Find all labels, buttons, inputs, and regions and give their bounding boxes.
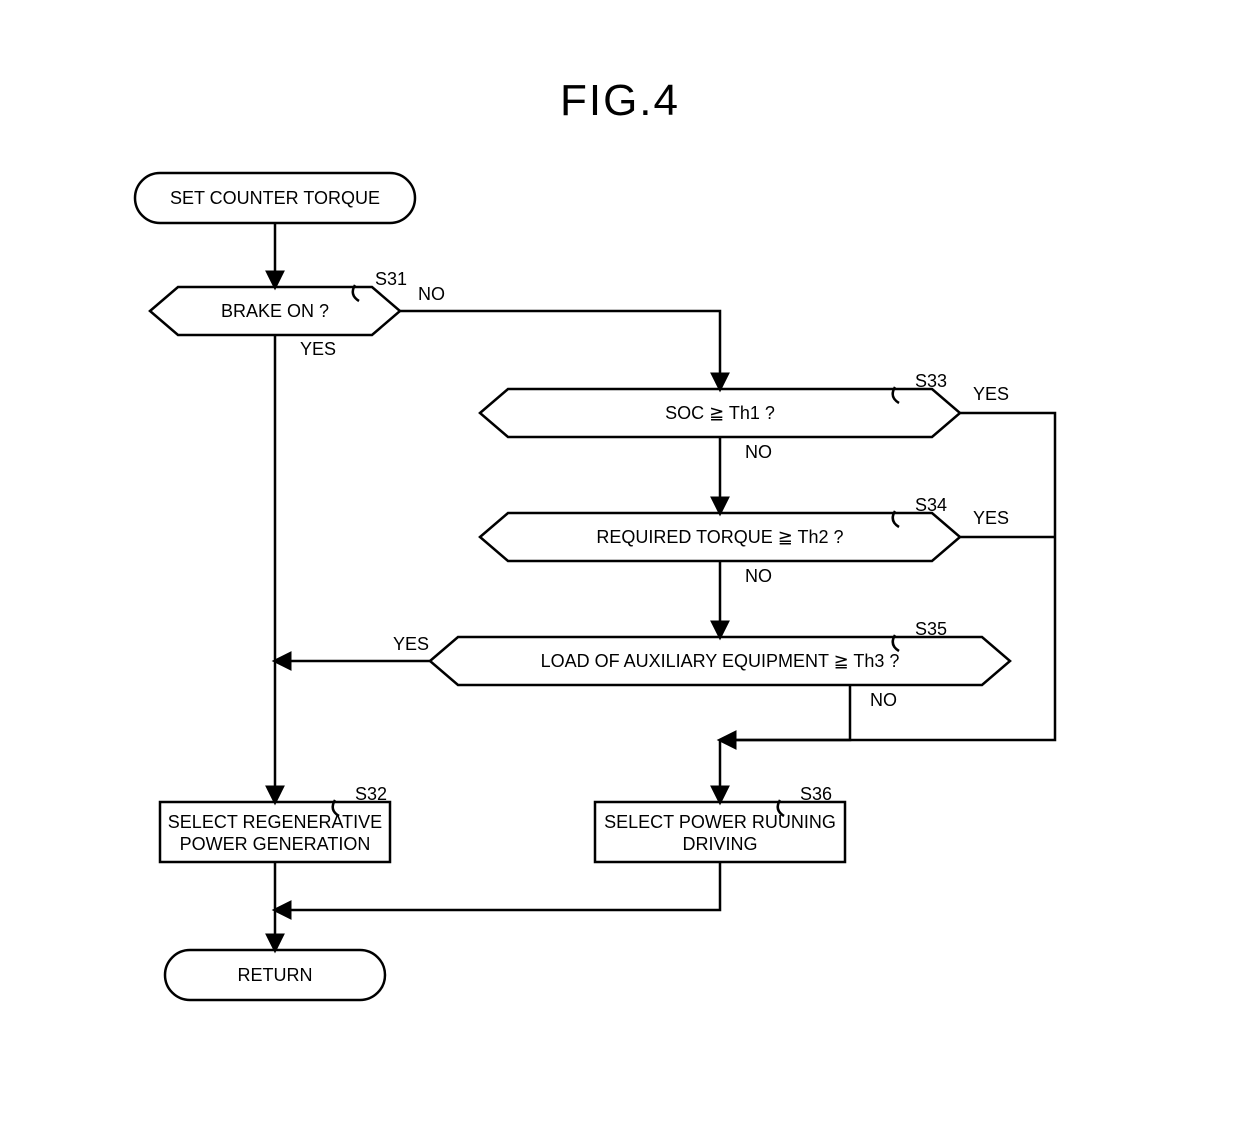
step-label: S32 (355, 784, 387, 804)
step-label: S33 (915, 371, 947, 391)
svg-text:DRIVING: DRIVING (682, 834, 757, 854)
edge-label: YES (973, 384, 1009, 404)
edges: YES NO NO NO YES YES YES NO (275, 223, 1055, 950)
edge-label: NO (745, 566, 772, 586)
edge-label: YES (973, 508, 1009, 528)
node-s31: BRAKE ON ? S31 (150, 269, 407, 335)
step-label: S34 (915, 495, 947, 515)
edge-label: NO (418, 284, 445, 304)
nodes: SET COUNTER TORQUE BRAKE ON ? S31 SOC ≧ Th1… (135, 173, 1010, 1000)
svg-text:RETURN: RETURN (238, 965, 313, 985)
svg-text:SELECT POWER RUUNING: SELECT POWER RUUNING (604, 812, 836, 832)
figure-title: FIG.4 (560, 76, 680, 125)
svg-text:LOAD OF AUXILIARY EQUIPMENT ≧: LOAD OF AUXILIARY EQUIPMENT ≧ Th3 ? (541, 651, 900, 671)
step-label: S36 (800, 784, 832, 804)
edge-label: NO (745, 442, 772, 462)
svg-text:SOC ≧ Th1 ?: SOC ≧ Th1 ? (665, 403, 775, 423)
edge-s36-return-merge (275, 862, 720, 910)
step-label: S31 (375, 269, 407, 289)
svg-text:BRAKE ON ?: BRAKE ON ? (221, 301, 329, 321)
node-start: SET COUNTER TORQUE (135, 173, 415, 223)
flowchart-fig4: FIG.4 YES NO NO NO YES YES YES NO SET COUNTER T… (0, 0, 1240, 1135)
edge-label: YES (393, 634, 429, 654)
svg-text:REQUIRED TORQUE ≧ Th2 ?: REQUIRED TORQUE ≧ Th2 ? (596, 527, 843, 547)
edge-s31-s33 (400, 311, 720, 389)
svg-text:SELECT REGENERATIVE: SELECT REGENERATIVE (168, 812, 382, 832)
edge-s35-s36 (720, 685, 850, 740)
node-return: RETURN (165, 950, 385, 1000)
svg-text:SET COUNTER TORQUE: SET COUNTER TORQUE (170, 188, 380, 208)
edge-label: YES (300, 339, 336, 359)
step-label: S35 (915, 619, 947, 639)
edge-label: NO (870, 690, 897, 710)
svg-text:POWER GENERATION: POWER GENERATION (180, 834, 371, 854)
